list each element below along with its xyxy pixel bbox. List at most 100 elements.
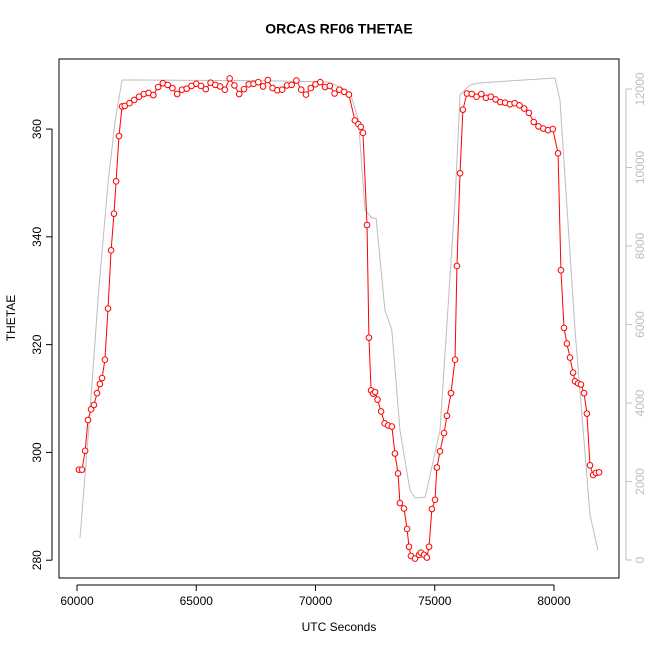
data-point [447,389,455,397]
data-point [302,91,310,98]
data-point [423,554,431,561]
data-point [453,262,461,270]
data-point [278,86,286,94]
data-point [554,150,562,157]
data-point [259,83,267,90]
data-point [169,84,176,92]
data-point [391,450,399,457]
data-point [104,305,112,312]
data-point [357,123,365,131]
data-point [297,86,305,94]
y-axis-label: THETAE [4,295,18,341]
data-point [78,466,86,473]
data-point [433,464,441,471]
data-point [477,90,485,98]
data-point [569,369,577,376]
data-point [566,354,574,361]
data-point [595,469,603,476]
data-point [101,356,109,364]
data-point [425,543,433,551]
y2-tick-label: 4000 [633,389,647,416]
y-tick-label: 280 [30,550,44,570]
data-point [359,129,367,137]
y-tick-label: 320 [30,334,44,354]
data-point [456,169,464,177]
data-point [115,132,123,140]
data-point [331,90,338,97]
y-tick-label: 360 [30,119,44,139]
y-tick-label: 340 [30,227,44,247]
y-tick-label: 300 [30,442,44,462]
data-point [411,555,419,562]
data-point [307,84,315,92]
data-point [98,374,106,382]
data-point [440,429,448,437]
data-point [468,90,476,98]
y2-tick-label: 12000 [633,72,647,106]
data-point [240,85,248,93]
x-tick-label: 60000 [60,594,94,608]
data-point [254,78,262,86]
data-point [363,221,371,229]
data-point [288,81,295,89]
data-point [226,75,233,82]
data-point [403,525,411,533]
data-point [121,102,129,110]
data-point [443,412,451,420]
data-point [126,99,133,107]
data-point [365,334,373,341]
data-point [197,82,205,90]
series-line [78,77,600,560]
data-point [81,447,89,455]
data-point [459,106,467,113]
data-point [525,109,533,117]
data-point [340,88,348,96]
data-point [530,118,538,126]
data-point [520,105,528,112]
x-axis-label: UTC Seconds [302,620,377,634]
data-point [560,324,568,332]
data-point [557,266,565,274]
data-point [326,82,334,90]
data-point [431,496,439,504]
data-point [400,505,408,512]
data-point [130,96,138,104]
data-point [563,340,571,347]
data-point [377,408,385,415]
data-point [173,90,181,98]
data-point [428,505,436,513]
data-point [84,416,92,424]
x-tick-label: 80000 [537,594,571,608]
data-point [492,96,499,103]
data-point [110,210,118,217]
data-point [451,356,459,364]
data-point [473,93,480,101]
data-point [345,91,353,98]
data-point [549,125,557,133]
data-point [436,448,444,455]
data-point [586,462,594,469]
x-tick-label: 75000 [418,594,452,608]
data-point [264,76,272,84]
data-point [221,86,229,94]
data-point [231,82,238,89]
y2-tick-label: 2000 [633,468,647,495]
data-point [388,423,396,430]
series-line [79,77,599,551]
data-point [371,388,379,396]
data-point [154,83,162,91]
data-point [374,396,381,403]
data-point [183,85,191,92]
y2-tick-label: 10000 [633,150,647,184]
data-point [216,83,224,90]
data-point [112,178,120,185]
data-point [316,78,324,86]
data-point [164,81,171,89]
x-tick-label: 65000 [180,594,214,608]
y2-tick-label: 6000 [633,311,647,338]
plot-frame [58,58,620,579]
data-point [96,380,104,388]
data-point [396,499,404,507]
